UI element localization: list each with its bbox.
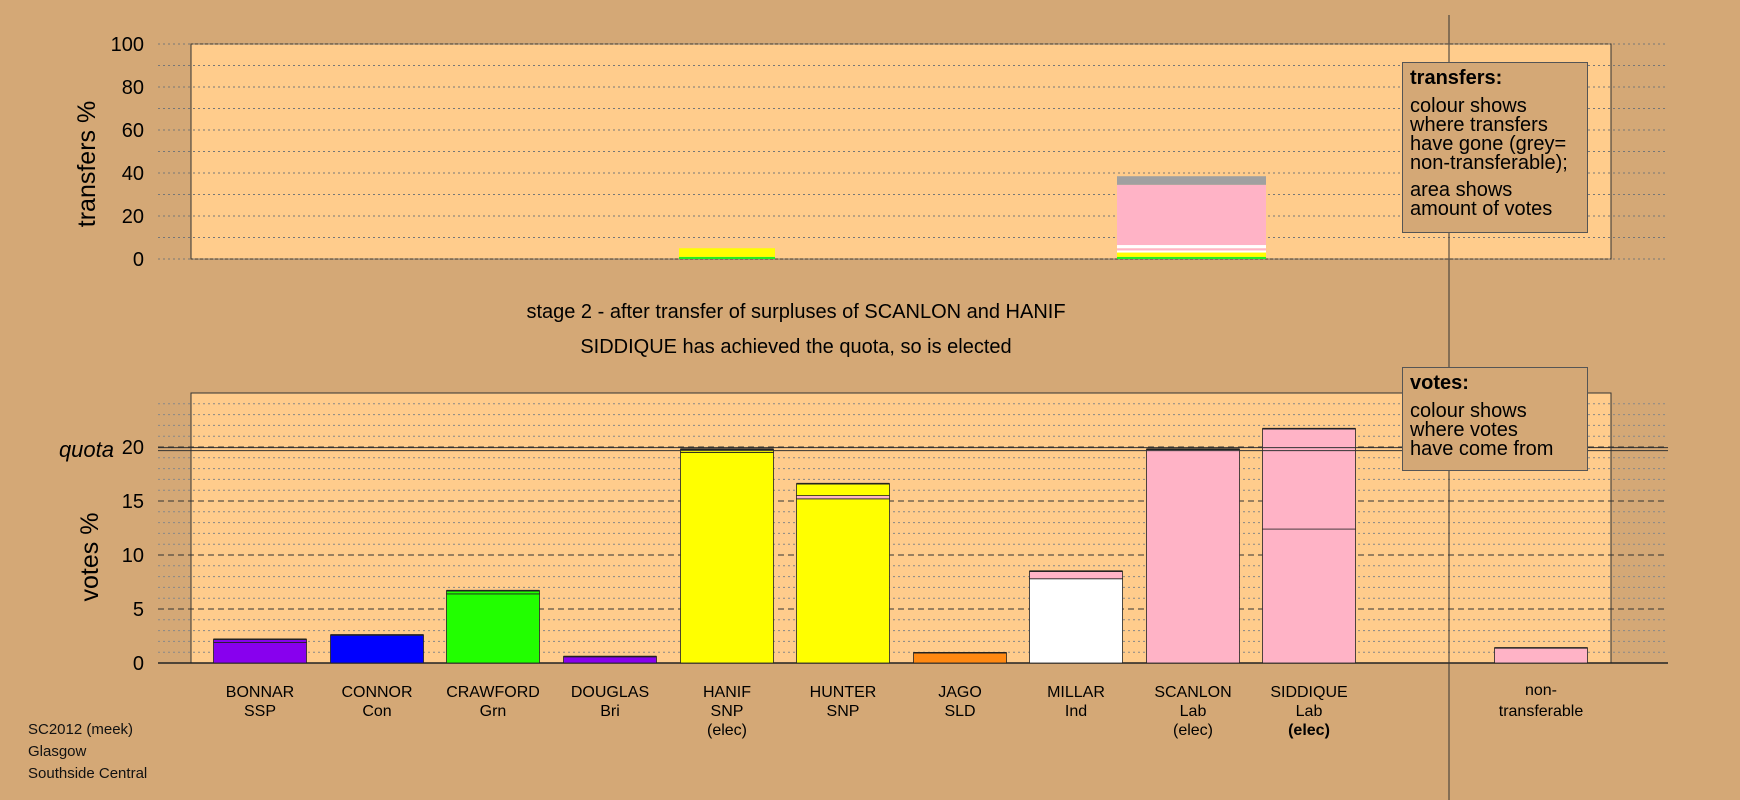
candidate-party: SSP (244, 703, 276, 720)
candidate-party: Lab (1296, 703, 1323, 720)
candidate-party: Con (362, 703, 391, 720)
y-tick-label: 15 (122, 491, 144, 513)
footer-council: Glasgow (28, 743, 87, 760)
transfer-bar-segment (679, 256, 775, 259)
candidate-party: SNP (827, 703, 860, 720)
candidate-labels: BONNAR SSP CONNOR Con CRAWFORD Grn DOUGLAS Bri H… (226, 684, 1348, 739)
vote-bar-segment (1029, 570, 1123, 580)
vote-bar-segment (563, 656, 657, 664)
candidate-name: CONNOR (341, 684, 412, 701)
vote-bar-segment (913, 652, 1007, 664)
transfer-bar-segment (679, 248, 775, 257)
transfer-bar-segment (1117, 256, 1266, 259)
candidate-status: (elec) (1173, 722, 1213, 739)
transfer-bar-segment (1117, 184, 1266, 246)
transfer-bar-segment (1117, 245, 1266, 249)
candidate-party: SLD (944, 703, 975, 720)
candidate-name: MILLAR (1047, 684, 1105, 701)
candidate-name: SIDDIQUE (1270, 684, 1347, 701)
nontransferable-label-1: non- (1525, 682, 1557, 699)
transfers-legend-line: non-transferable); (1410, 152, 1568, 174)
candidate-name: SCANLON (1154, 684, 1231, 701)
vote-bar-segment (796, 498, 890, 664)
transfers-legend-line: amount of votes (1410, 198, 1553, 220)
footer-ward: Southside Central (28, 765, 148, 782)
votes-panel (190, 392, 1612, 664)
votes-legend: votes: colour shows where votes have com… (1402, 367, 1588, 471)
votes-y-axis-label: votes % (76, 513, 104, 602)
candidate-name: DOUGLAS (571, 684, 649, 701)
transfers-y-ticks: 0 20 40 60 80 100 (111, 34, 144, 271)
candidate-party: Ind (1065, 703, 1087, 720)
candidate-status: (elec) (1288, 722, 1330, 739)
candidate-status: (elec) (707, 722, 747, 739)
transfers-legend-line: area shows (1410, 179, 1513, 201)
stage-title: stage 2 - after transfer of surpluses of… (526, 301, 1065, 323)
votes-legend-title: votes: (1410, 372, 1469, 394)
y-tick-label: 40 (122, 163, 144, 185)
transfer-bar-segment (1117, 250, 1266, 253)
quota-label: quota (59, 437, 114, 462)
transfer-bar-segment (1117, 176, 1266, 185)
y-tick-label: 0 (133, 653, 144, 675)
transfers-grid (158, 43, 1668, 260)
vote-bar-segment (1146, 448, 1240, 664)
nontransferable-label-2: transferable (1499, 703, 1584, 720)
candidate-name: HUNTER (810, 684, 877, 701)
y-tick-label: 0 (133, 249, 144, 271)
vote-bar-segment (1029, 578, 1123, 664)
transfers-legend-line: colour shows (1410, 95, 1527, 117)
vote-bar-segment (446, 593, 540, 664)
vote-bar-segment (796, 495, 890, 500)
candidate-name: JAGO (938, 684, 982, 701)
transfer-bar-segment (1117, 252, 1266, 257)
y-tick-label: 20 (122, 206, 144, 228)
vote-bar-segment (330, 634, 424, 664)
stage-subtitle: SIDDIQUE has achieved the quota, so is e… (580, 336, 1011, 358)
transfers-y-axis-label: transfers % (73, 101, 101, 227)
y-tick-label: 60 (122, 120, 144, 142)
votes-y-ticks: 0 5 10 15 20 (122, 437, 144, 675)
footer-election: SC2012 (meek) (28, 721, 134, 738)
votes-legend-line: colour shows (1410, 400, 1527, 422)
candidate-party: Lab (1180, 703, 1207, 720)
candidate-party: Bri (600, 703, 620, 720)
transfers-bars (679, 176, 1266, 259)
vote-bar-segment (1262, 528, 1356, 664)
transfers-legend: transfers: colour shows where transfers … (1402, 62, 1588, 233)
y-tick-label: 5 (133, 599, 144, 621)
votes-grid (158, 403, 1668, 664)
transfers-legend-line: where transfers (1410, 114, 1548, 136)
transfers-legend-line: have gone (grey= (1410, 133, 1567, 155)
vote-bar-segment (213, 642, 307, 664)
transfer-bar-segment (1117, 248, 1266, 251)
transfers-legend-title: transfers: (1410, 67, 1503, 89)
vote-bar-segment (680, 451, 774, 664)
candidate-name: CRAWFORD (446, 684, 540, 701)
y-tick-label: 10 (122, 545, 144, 567)
vote-bar-segment (796, 483, 890, 497)
y-tick-label: 100 (111, 34, 144, 56)
y-tick-label: 20 (122, 437, 144, 459)
vote-bar-segment (1262, 428, 1356, 530)
votes-bars (213, 427, 1588, 664)
y-tick-label: 80 (122, 77, 144, 99)
candidate-party: Grn (480, 703, 507, 720)
votes-legend-line: where votes (1410, 419, 1518, 441)
candidate-name: HANIF (703, 684, 751, 701)
candidate-party: SNP (711, 703, 744, 720)
candidate-name: BONNAR (226, 684, 294, 701)
vote-bar-segment (1494, 647, 1588, 664)
votes-legend-line: have come from (1410, 438, 1554, 460)
